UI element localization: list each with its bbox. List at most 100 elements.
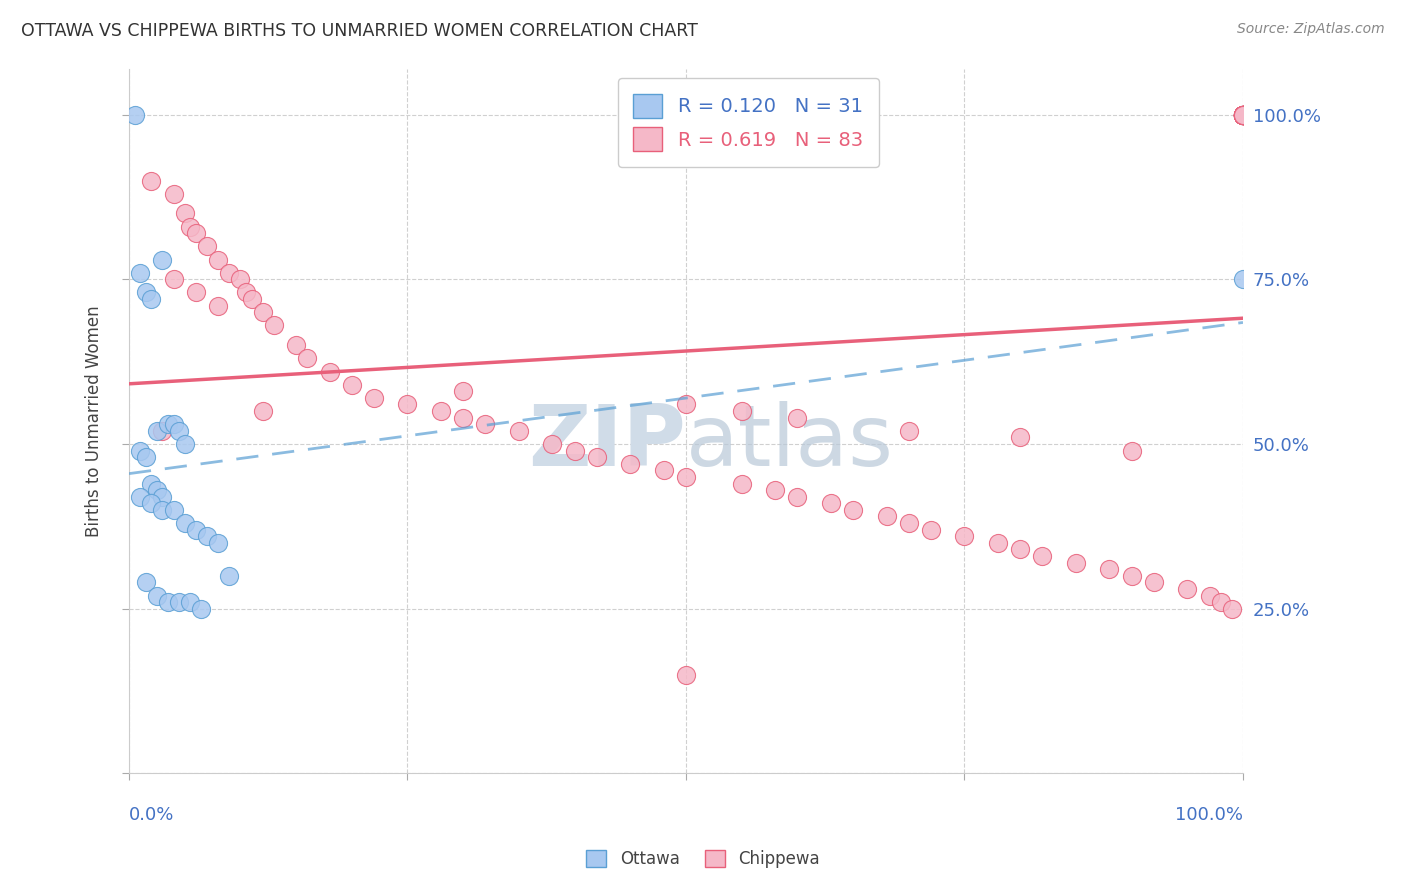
Point xyxy=(285,338,308,352)
Point xyxy=(146,483,169,497)
Point xyxy=(167,595,190,609)
Point xyxy=(218,266,240,280)
Point xyxy=(1143,575,1166,590)
Point xyxy=(1232,108,1254,122)
Point xyxy=(451,410,474,425)
Point xyxy=(1232,108,1254,122)
Point xyxy=(1232,108,1254,122)
Point xyxy=(842,503,865,517)
Point xyxy=(240,292,263,306)
Point xyxy=(156,417,179,432)
Point xyxy=(179,595,201,609)
Text: 100.0%: 100.0% xyxy=(1175,806,1243,824)
Point xyxy=(1232,108,1254,122)
Text: OTTAWA VS CHIPPEWA BIRTHS TO UNMARRIED WOMEN CORRELATION CHART: OTTAWA VS CHIPPEWA BIRTHS TO UNMARRIED W… xyxy=(21,22,697,40)
Point xyxy=(1232,108,1254,122)
Point xyxy=(229,272,252,286)
Point xyxy=(179,219,201,234)
Point xyxy=(135,575,157,590)
Point xyxy=(152,252,174,267)
Point xyxy=(1232,108,1254,122)
Point xyxy=(195,239,218,253)
Point xyxy=(173,206,195,220)
Point xyxy=(564,443,586,458)
Point xyxy=(820,496,842,510)
Point xyxy=(1198,589,1220,603)
Point xyxy=(152,424,174,438)
Point xyxy=(786,490,808,504)
Point xyxy=(141,496,163,510)
Point xyxy=(1232,108,1254,122)
Point xyxy=(152,503,174,517)
Point xyxy=(1010,542,1032,557)
Point xyxy=(156,595,179,609)
Point xyxy=(1175,582,1198,596)
Point xyxy=(1232,108,1254,122)
Point xyxy=(987,536,1010,550)
Point xyxy=(1232,108,1254,122)
Text: Source: ZipAtlas.com: Source: ZipAtlas.com xyxy=(1237,22,1385,37)
Point xyxy=(953,529,976,543)
Point xyxy=(508,424,530,438)
Point xyxy=(1098,562,1121,576)
Point xyxy=(1232,108,1254,122)
Point xyxy=(1232,108,1254,122)
Point xyxy=(129,490,152,504)
Point xyxy=(162,417,184,432)
Legend: Ottawa, Chippewa: Ottawa, Chippewa xyxy=(579,843,827,875)
Point xyxy=(451,384,474,399)
Point xyxy=(162,272,184,286)
Point xyxy=(1232,108,1254,122)
Point xyxy=(297,351,319,366)
Point xyxy=(1209,595,1232,609)
Point xyxy=(897,516,920,530)
Point xyxy=(876,509,898,524)
Point xyxy=(135,450,157,465)
Point xyxy=(162,186,184,201)
Point xyxy=(173,437,195,451)
Point xyxy=(1121,568,1143,582)
Point xyxy=(146,589,169,603)
Point xyxy=(152,490,174,504)
Point xyxy=(184,226,207,240)
Point xyxy=(1232,108,1254,122)
Point xyxy=(786,410,808,425)
Y-axis label: Births to Unmarried Women: Births to Unmarried Women xyxy=(86,305,103,537)
Point xyxy=(184,285,207,300)
Text: atlas: atlas xyxy=(686,401,894,483)
Point xyxy=(763,483,786,497)
Point xyxy=(1232,108,1254,122)
Point xyxy=(430,404,453,418)
Point xyxy=(619,457,641,471)
Point xyxy=(207,252,229,267)
Point xyxy=(1232,108,1254,122)
Point xyxy=(162,503,184,517)
Point xyxy=(167,424,190,438)
Point xyxy=(1031,549,1053,563)
Point xyxy=(146,424,169,438)
Point xyxy=(1232,108,1254,122)
Point xyxy=(141,292,163,306)
Point xyxy=(675,667,697,681)
Point xyxy=(675,470,697,484)
Point xyxy=(675,397,697,411)
Point xyxy=(586,450,609,465)
Point xyxy=(135,285,157,300)
Point xyxy=(731,404,754,418)
Point xyxy=(252,404,274,418)
Point xyxy=(920,523,942,537)
Point xyxy=(1010,430,1032,444)
Point xyxy=(129,443,152,458)
Legend: R = 0.120   N = 31, R = 0.619   N = 83: R = 0.120 N = 31, R = 0.619 N = 83 xyxy=(617,78,879,167)
Point xyxy=(396,397,419,411)
Point xyxy=(474,417,496,432)
Point xyxy=(252,305,274,319)
Point xyxy=(1121,443,1143,458)
Point xyxy=(318,365,340,379)
Point xyxy=(363,391,385,405)
Point xyxy=(1232,108,1254,122)
Point xyxy=(897,424,920,438)
Text: 0.0%: 0.0% xyxy=(129,806,174,824)
Text: ZIP: ZIP xyxy=(529,401,686,483)
Point xyxy=(1232,108,1254,122)
